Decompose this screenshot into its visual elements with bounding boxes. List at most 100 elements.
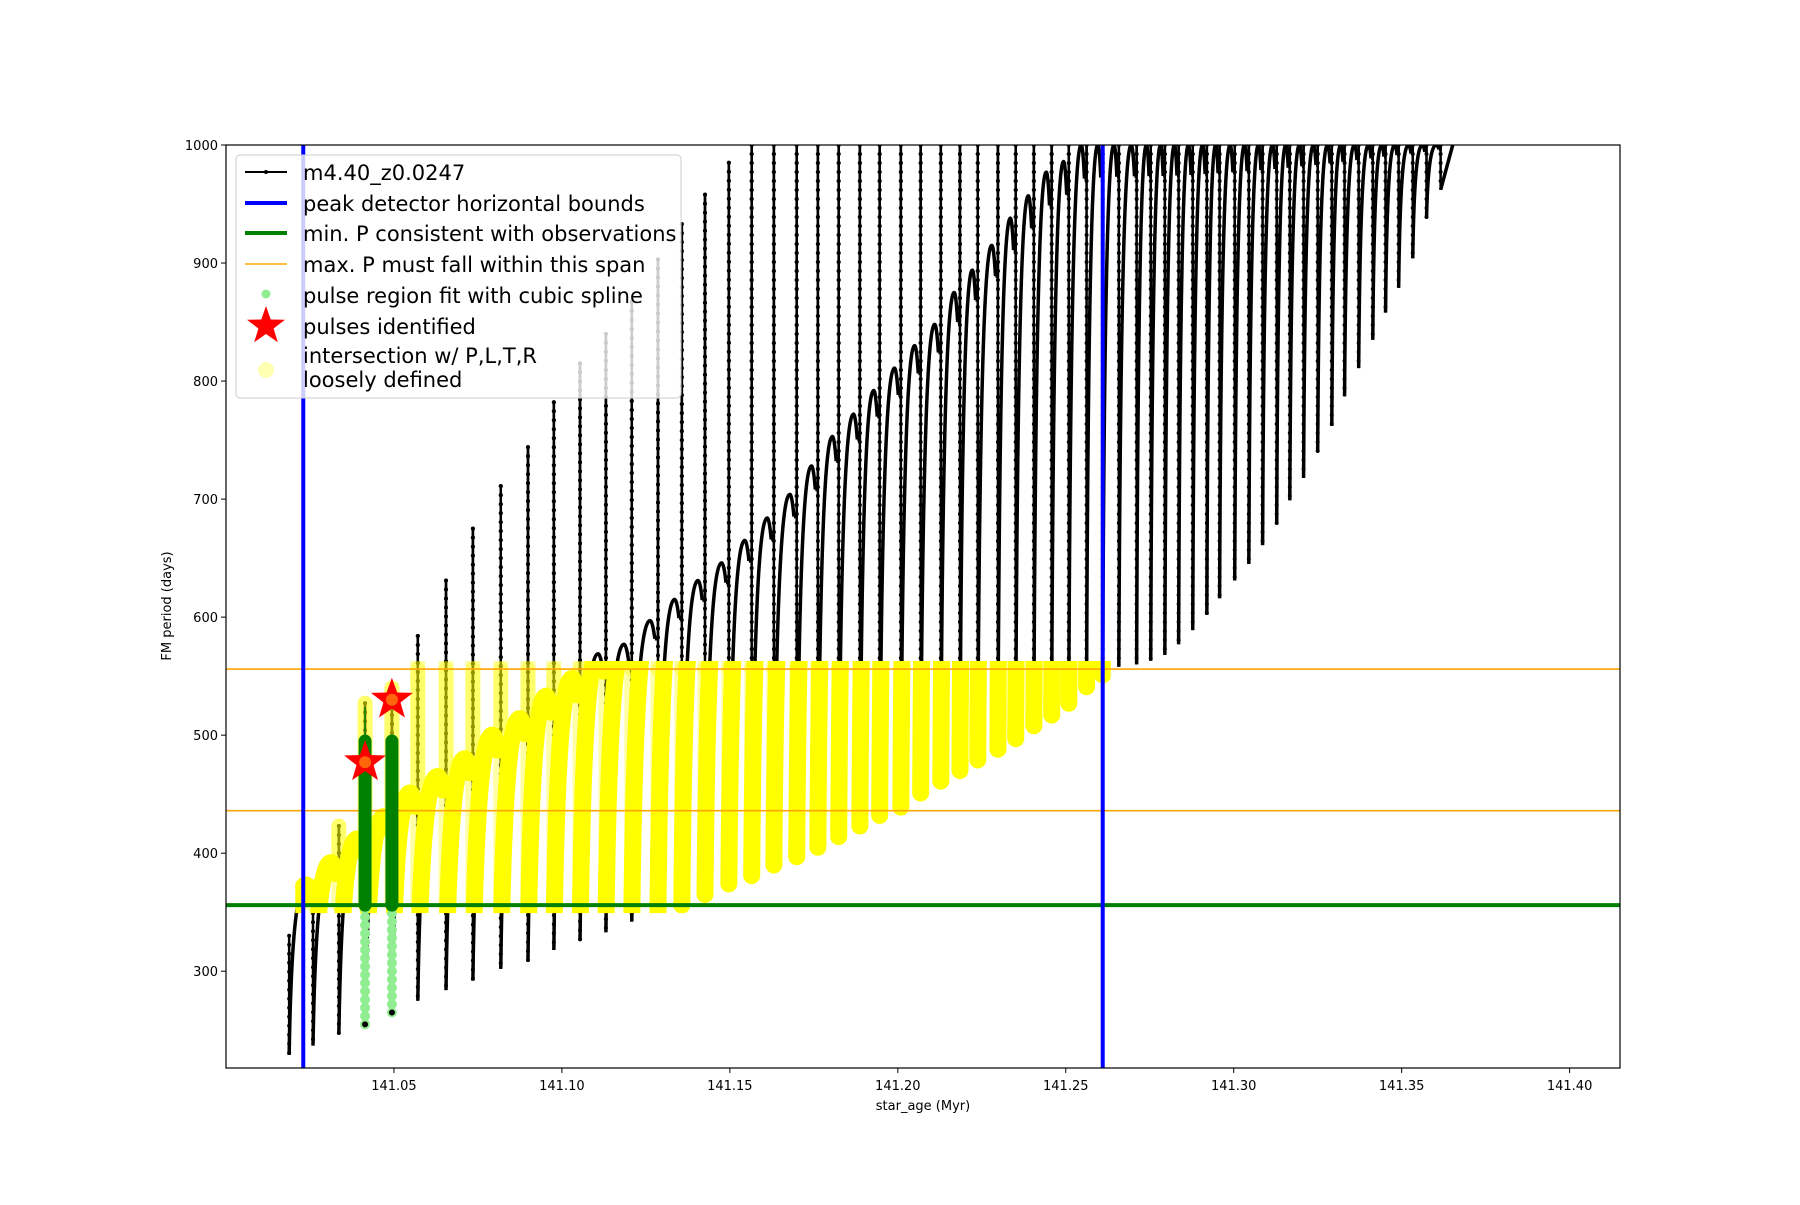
track-point <box>957 197 962 201</box>
track-point <box>794 512 799 516</box>
track-point <box>877 467 882 471</box>
track-point <box>726 340 731 345</box>
track-point <box>1274 413 1279 417</box>
track-point <box>975 215 980 219</box>
track-point <box>957 161 962 165</box>
track-point <box>629 452 634 457</box>
track-point <box>1190 188 1195 192</box>
track-point <box>918 242 923 246</box>
track-point <box>655 626 660 631</box>
track-point <box>1116 422 1121 426</box>
track-point <box>444 758 449 763</box>
track-point <box>918 620 923 624</box>
track-point <box>1356 170 1361 174</box>
track-point <box>498 565 503 570</box>
track-point <box>1260 269 1265 273</box>
track-point <box>918 206 923 210</box>
track-point <box>525 931 530 936</box>
track-point <box>655 482 660 487</box>
track-point <box>1301 323 1306 327</box>
track-point <box>1342 206 1347 210</box>
track-point <box>726 250 731 255</box>
track-point <box>836 629 841 633</box>
track-point <box>957 260 962 264</box>
track-point <box>877 206 882 210</box>
track-point <box>629 632 634 637</box>
x-axis: 141.05 141.10 141.15 141.20 141.25 141.30 141.… <box>371 1068 1592 1094</box>
track-point <box>857 431 862 435</box>
track-point <box>1204 242 1209 246</box>
track-point <box>1217 206 1222 210</box>
track-point <box>1260 494 1265 498</box>
track-point <box>1287 476 1292 480</box>
track-point <box>1116 368 1121 372</box>
track-point <box>771 377 776 381</box>
track-point <box>1396 161 1401 165</box>
track-point <box>1274 458 1279 462</box>
track-point <box>1176 260 1181 264</box>
track-point <box>938 629 943 633</box>
track-point <box>655 617 660 622</box>
track-point <box>1329 323 1334 327</box>
track-point <box>957 521 962 525</box>
track-point <box>995 359 1000 363</box>
track-point <box>1260 224 1265 228</box>
track-point <box>679 474 684 479</box>
track-point <box>1396 197 1401 201</box>
track-point <box>1148 233 1153 237</box>
track-point <box>1356 323 1361 327</box>
track-point <box>995 233 1000 237</box>
track-point <box>525 652 530 657</box>
track-point <box>877 269 882 273</box>
track-point <box>1315 269 1320 273</box>
track-point <box>857 395 862 399</box>
track-point <box>1031 269 1036 273</box>
track-point <box>415 679 420 684</box>
track-point <box>995 611 1000 615</box>
track-point <box>898 296 903 300</box>
track-point <box>1260 449 1265 453</box>
track-point <box>1383 152 1388 156</box>
track-point <box>629 497 634 502</box>
track-point <box>975 422 980 426</box>
track-point <box>1246 377 1251 381</box>
track-point <box>603 520 608 525</box>
track-point <box>1148 638 1153 642</box>
track-point <box>578 541 583 546</box>
track-point <box>1148 647 1153 651</box>
track-point <box>771 476 776 480</box>
track-point <box>1134 197 1139 201</box>
track-point <box>975 386 980 390</box>
track-point <box>1134 638 1139 642</box>
track-point <box>857 323 862 327</box>
track-point <box>1134 323 1139 327</box>
track-point <box>726 196 731 201</box>
track-point <box>957 179 962 183</box>
track-point <box>918 512 923 516</box>
track-point <box>1148 260 1153 264</box>
track-point <box>857 467 862 471</box>
track-point <box>287 969 292 974</box>
track-point <box>836 422 841 426</box>
track-point <box>918 341 923 345</box>
track-point <box>918 503 923 507</box>
track-point <box>1148 620 1153 624</box>
track-point <box>1084 620 1089 624</box>
track-point <box>749 368 754 372</box>
track-point <box>726 385 731 390</box>
track-point <box>815 395 820 399</box>
track-point <box>1190 269 1195 273</box>
track-point <box>938 404 943 408</box>
track-point <box>525 616 530 621</box>
track-point <box>1176 458 1181 462</box>
track-point <box>1190 422 1195 426</box>
track-point <box>1315 314 1320 318</box>
track-point <box>938 251 943 255</box>
track-arc <box>918 322 941 793</box>
track-point <box>1116 404 1121 408</box>
intersection-arc <box>385 784 424 914</box>
track-arc <box>1084 145 1103 687</box>
track-point <box>1148 197 1153 201</box>
track-point <box>470 688 475 693</box>
track-point <box>771 350 776 354</box>
